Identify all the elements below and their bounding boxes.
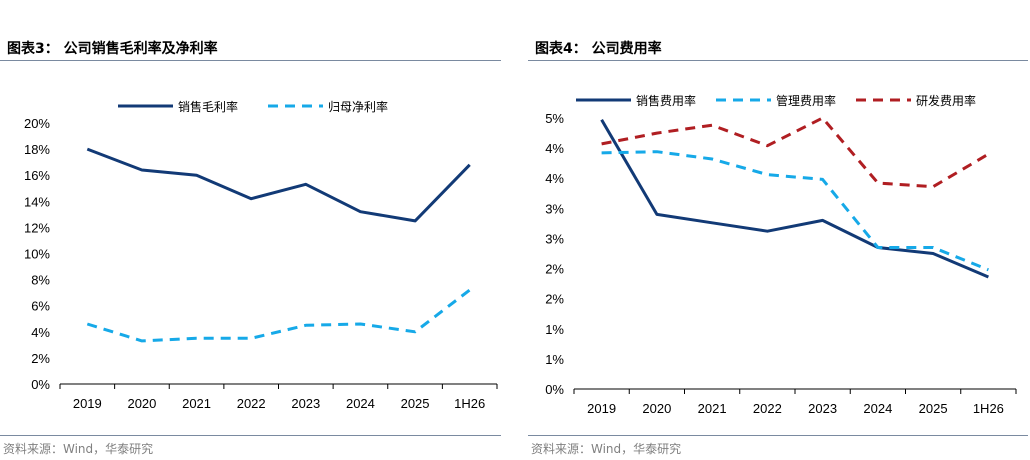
- y-tick-label: 3%: [545, 201, 564, 216]
- x-tick-label: 2024: [863, 401, 892, 416]
- x-tick-label: 2023: [291, 396, 320, 411]
- legend-label: 研发费用率: [916, 93, 976, 108]
- source-note: 资料来源：Wind，华泰研究: [3, 442, 154, 456]
- series-line: [600, 119, 989, 279]
- x-tick-label: 2019: [587, 401, 616, 416]
- y-tick-label: 0%: [545, 382, 564, 397]
- x-tick-label: 2022: [753, 401, 782, 416]
- y-tick-label: 4%: [545, 141, 564, 156]
- series-line: [601, 150, 989, 272]
- y-tick-label: 1%: [545, 352, 564, 367]
- x-tick-label: 2019: [73, 396, 102, 411]
- y-tick-label: 2%: [31, 351, 50, 366]
- x-tick-label: 2025: [401, 396, 430, 411]
- legend-label: 管理费用率: [776, 93, 836, 108]
- y-tick-label: 8%: [31, 273, 50, 288]
- y-tick-label: 4%: [31, 325, 50, 340]
- series-line: [86, 147, 471, 223]
- y-tick-label: 0%: [31, 377, 50, 392]
- x-tick-label: 1H26: [973, 401, 1004, 416]
- y-tick-label: 10%: [24, 247, 50, 262]
- legend-label: 归母净利率: [328, 99, 388, 114]
- x-tick-label: 2025: [919, 401, 948, 416]
- x-tick-label: 2024: [346, 396, 375, 411]
- y-tick-label: 16%: [24, 168, 50, 183]
- x-tick-label: 2020: [642, 401, 671, 416]
- x-tick-label: 2021: [182, 396, 211, 411]
- left-chart-panel: 图表3： 公司销售毛利率及净利率 0% 2% 4% 6% 8% 10% 12% 14% 16% 1…: [0, 0, 505, 460]
- right-chart-panel: 图表4： 公司费用率 0% 1% 1% 2% 2% 3% 3% 4% 4% 5% 2019 2020 2…: [528, 0, 1030, 460]
- title-divider: [528, 60, 1028, 61]
- y-tick-label: 4%: [545, 171, 564, 186]
- y-tick-label: 18%: [24, 142, 50, 157]
- title-divider: [0, 60, 501, 61]
- legend-label: 销售毛利率: [178, 99, 238, 114]
- expense-ratio-line-chart: 0% 1% 1% 2% 2% 3% 3% 4% 4% 5% 2019 2020 2021 2022 2023…: [545, 93, 1017, 416]
- legend-label: 销售费用率: [636, 93, 696, 108]
- y-tick-label: 12%: [24, 220, 50, 235]
- x-tick-label: 2023: [808, 401, 837, 416]
- chart-title: 图表3： 公司销售毛利率及净利率: [7, 41, 218, 57]
- x-tick-label: 2021: [698, 401, 727, 416]
- series-line: [86, 288, 471, 343]
- source-divider: [528, 435, 1028, 436]
- y-tick-label: 2%: [545, 262, 564, 277]
- x-tick-label: 2020: [127, 396, 156, 411]
- source-note: 资料来源：Wind，华泰研究: [531, 442, 682, 456]
- source-divider: [0, 435, 501, 436]
- y-tick-label: 3%: [545, 231, 564, 246]
- y-tick-label: 20%: [24, 116, 50, 131]
- x-tick-label: 1H26: [454, 396, 485, 411]
- y-tick-label: 6%: [31, 299, 50, 314]
- y-tick-label: 2%: [545, 292, 564, 307]
- series-line: [601, 116, 990, 189]
- y-tick-label: 14%: [24, 194, 50, 209]
- margin-line-chart: 0% 2% 4% 6% 8% 10% 12% 14% 16% 18% 20% 2019 2020 2021…: [24, 99, 498, 411]
- y-tick-label: 5%: [545, 111, 564, 126]
- y-tick-label: 1%: [545, 322, 564, 337]
- x-tick-label: 2022: [237, 396, 266, 411]
- chart-title: 图表4： 公司费用率: [535, 41, 662, 57]
